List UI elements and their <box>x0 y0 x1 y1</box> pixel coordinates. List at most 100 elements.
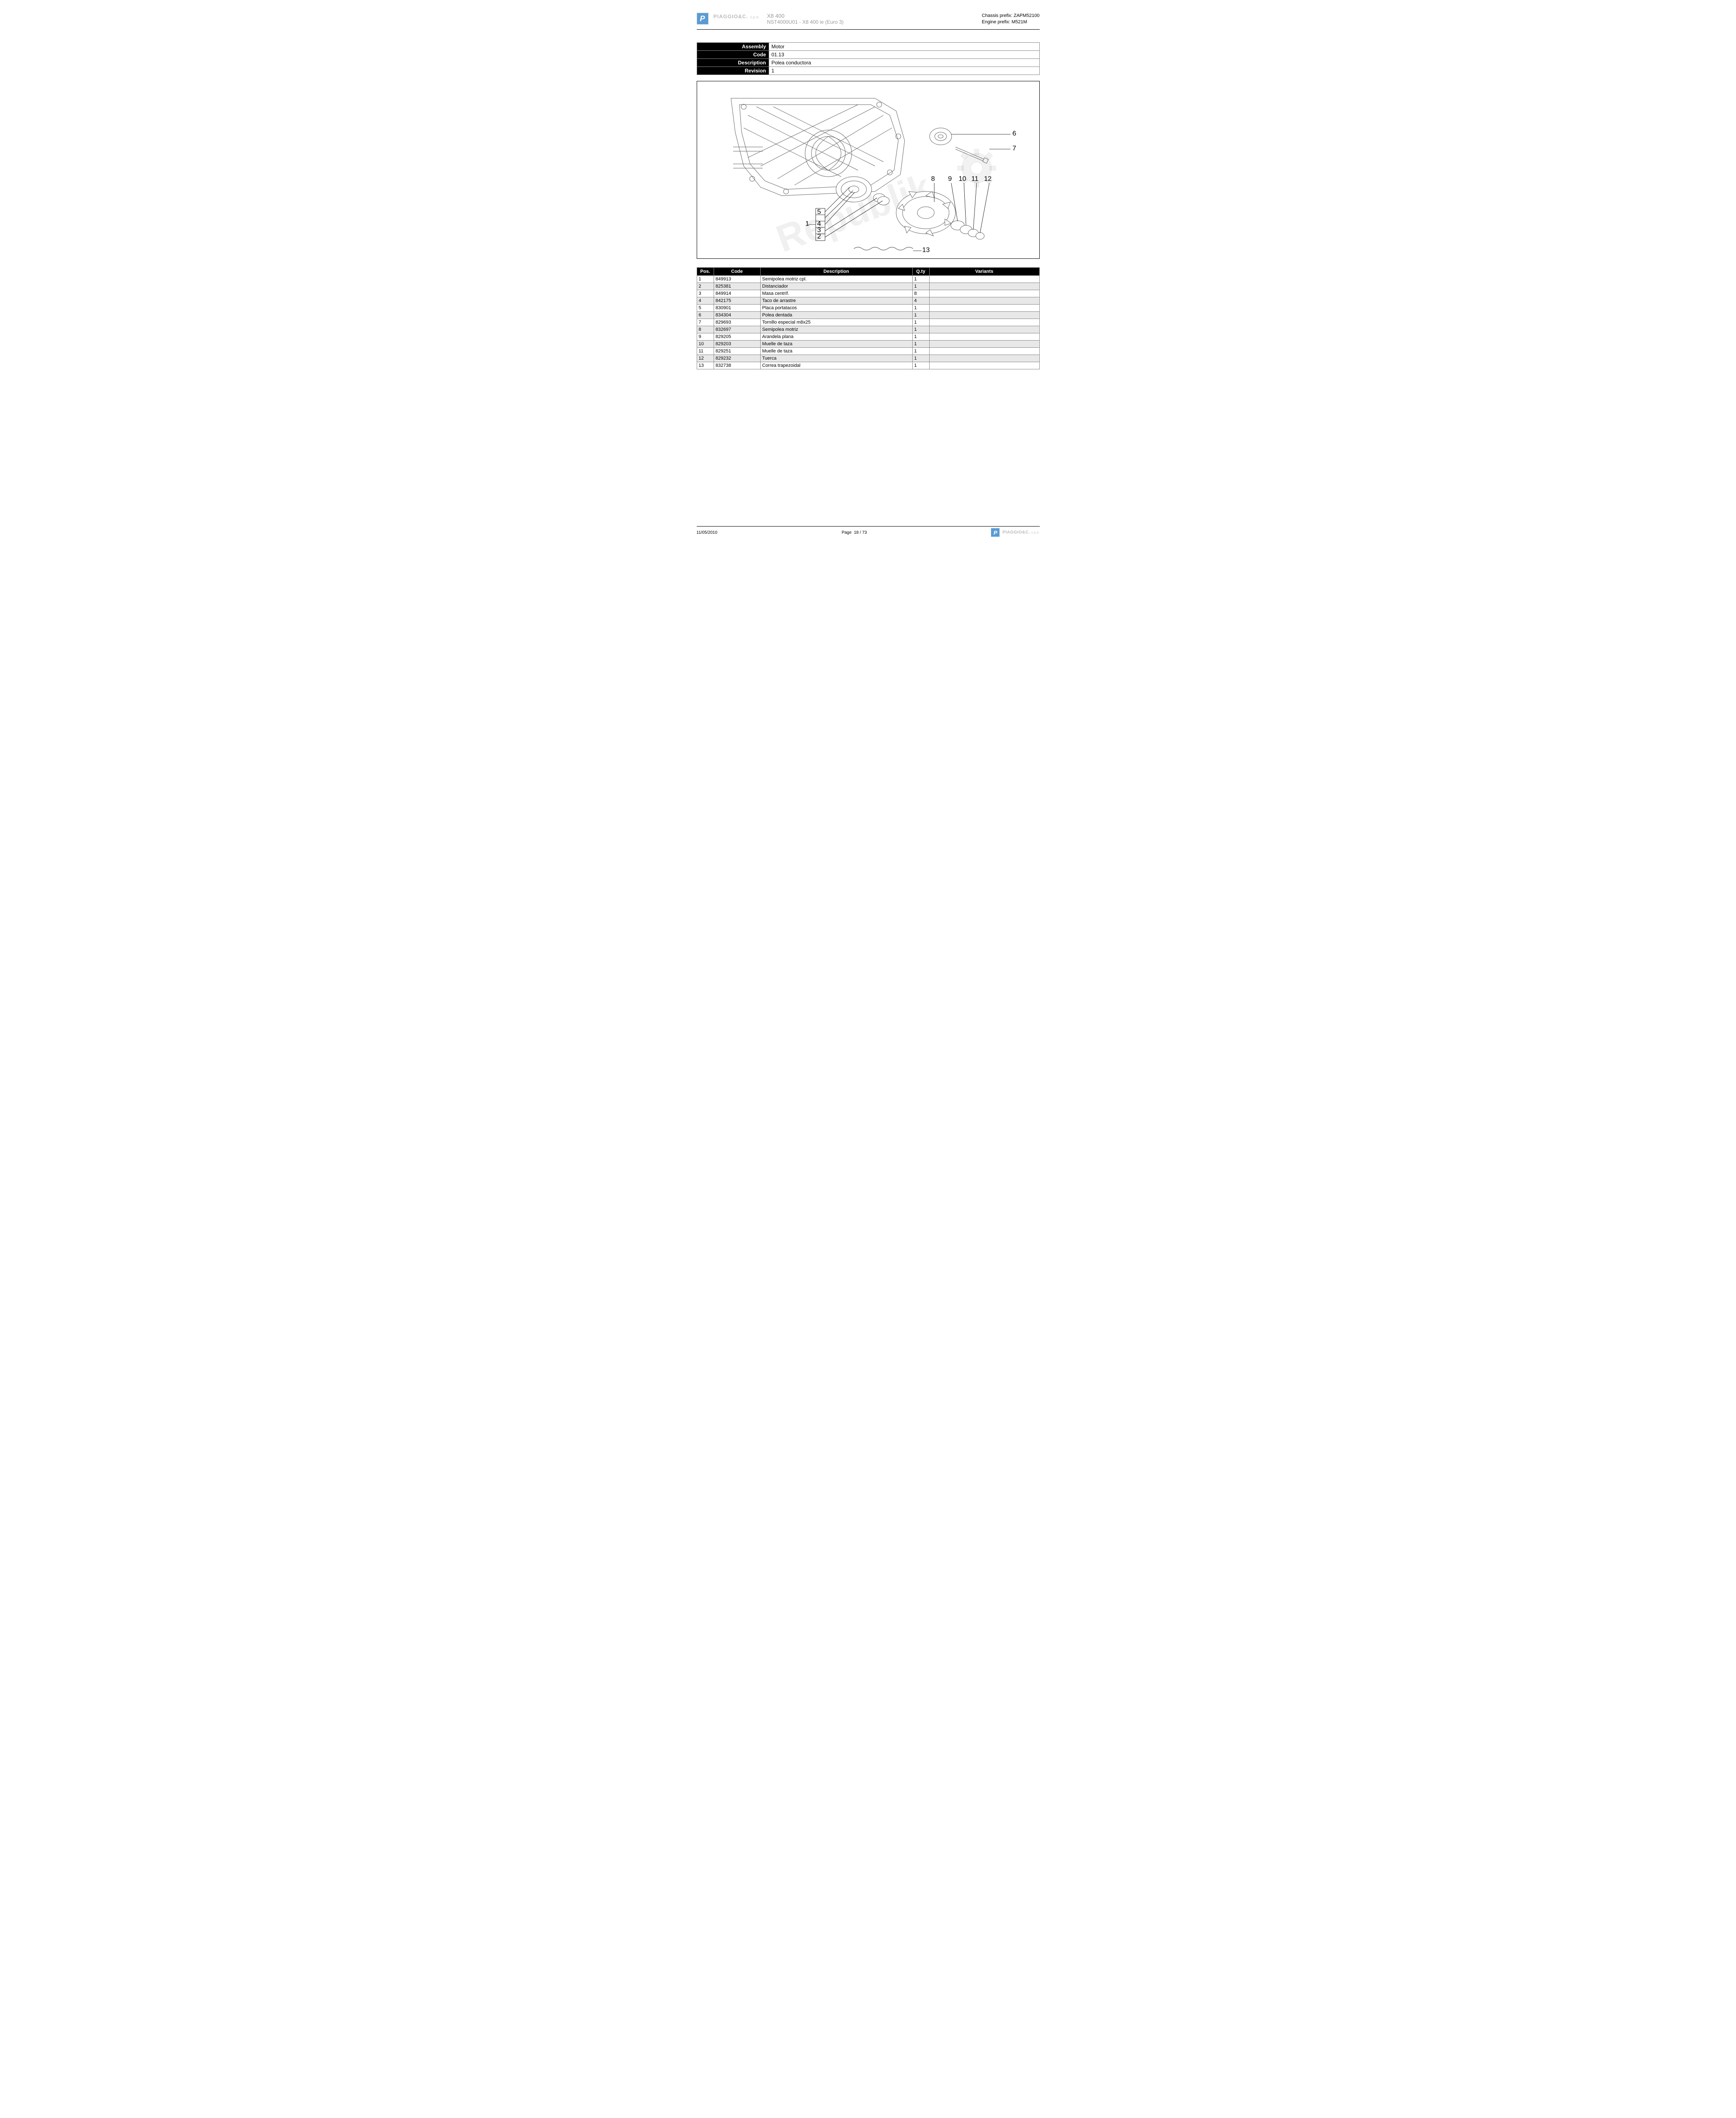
table-row: 13832738Correa trapezoidal1 <box>697 362 1039 369</box>
description-value: Polea conductora <box>769 58 1039 67</box>
cell-desc: Arandela plana <box>760 333 912 340</box>
cell-code: 829205 <box>714 333 760 340</box>
model-block: X8 400 NST4000U01 - X8 400 ie (Euro 3) <box>767 13 844 25</box>
cell-desc: Tuerca <box>760 355 912 362</box>
table-row: 7829693Tornillo especial m8x251 <box>697 319 1039 326</box>
cell-pos: 12 <box>697 355 714 362</box>
cell-code: 830901 <box>714 304 760 311</box>
cell-pos: 10 <box>697 340 714 347</box>
cell-desc: Muelle de taza <box>760 340 912 347</box>
table-row: 6834304Polea dentada1 <box>697 311 1039 319</box>
header-right: Chassis prefix: ZAPM52100 Engine prefix:… <box>982 13 1039 26</box>
info-row-revision: Revision 1 <box>697 67 1039 75</box>
cell-pos: 5 <box>697 304 714 311</box>
code-value: 01.13 <box>769 50 1039 58</box>
cell-code: 829693 <box>714 319 760 326</box>
cell-code: 829251 <box>714 347 760 355</box>
cell-qty: 8 <box>912 290 929 297</box>
footer-brand: PIAGGIO&C. <box>1002 530 1030 535</box>
header-desc: Description <box>760 267 912 275</box>
cell-var <box>929 333 1039 340</box>
footer-divider <box>697 526 1040 527</box>
cell-pos: 4 <box>697 297 714 304</box>
description-label: Description <box>697 58 769 67</box>
callout-6: 6 <box>1013 130 1016 138</box>
cell-var <box>929 347 1039 355</box>
cell-desc: Polea dentada <box>760 311 912 319</box>
cell-qty: 1 <box>912 283 929 290</box>
brand-name: PIAGGIO&C. <box>714 14 748 19</box>
callout-13: 13 <box>922 247 930 254</box>
cell-var <box>929 304 1039 311</box>
cell-desc: Semipolea motriz cpl. <box>760 275 912 283</box>
page-header: P PIAGGIO&C. s.p.a. X8 400 NST4000U01 - … <box>697 13 1040 26</box>
parts-body: 1849913Semipolea motriz cpl.12825381Dist… <box>697 275 1039 369</box>
table-row: 8832697Semipolea motriz1 <box>697 326 1039 333</box>
footer-brand-suffix: s.p.a. <box>1031 531 1040 535</box>
cell-desc: Distanciador <box>760 283 912 290</box>
cell-var <box>929 340 1039 347</box>
header-left: P PIAGGIO&C. s.p.a. X8 400 NST4000U01 - … <box>697 13 844 25</box>
cell-code: 834304 <box>714 311 760 319</box>
cell-var <box>929 362 1039 369</box>
page-footer: 11/05/2010 Page 18 / 73 P PIAGGIO&C. s.p… <box>697 526 1040 537</box>
table-row: 2825381Distanciador1 <box>697 283 1039 290</box>
cell-code: 832697 <box>714 326 760 333</box>
cell-desc: Taco de arrastre <box>760 297 912 304</box>
callout-11: 11 <box>972 175 979 183</box>
table-row: 5830901Placa portatacos1 <box>697 304 1039 311</box>
parts-header-row: Pos. Code Description Q.ty Variants <box>697 267 1039 275</box>
cell-desc: Placa portatacos <box>760 304 912 311</box>
footer-page: Page 18 / 73 <box>842 530 867 535</box>
cell-desc: Correa trapezoidal <box>760 362 912 369</box>
model-title: X8 400 <box>767 13 844 19</box>
table-row: 1849913Semipolea motriz cpl.1 <box>697 275 1039 283</box>
assembly-value: Motor <box>769 42 1039 50</box>
cell-var <box>929 290 1039 297</box>
cell-code: 825381 <box>714 283 760 290</box>
cell-qty: 1 <box>912 340 929 347</box>
engine-value: M521M <box>1011 19 1027 25</box>
cell-var <box>929 355 1039 362</box>
cell-pos: 3 <box>697 290 714 297</box>
cell-code: 842175 <box>714 297 760 304</box>
engine-label: Engine prefix: <box>982 19 1010 25</box>
cell-qty: 1 <box>912 311 929 319</box>
table-row: 3849914Masa centríf.8 <box>697 290 1039 297</box>
code-label: Code <box>697 50 769 58</box>
callout-1: 1 <box>806 220 809 228</box>
model-subtitle: NST4000U01 - X8 400 ie (Euro 3) <box>767 19 844 25</box>
cell-var <box>929 283 1039 290</box>
diagram-svg <box>697 81 1039 259</box>
header-var: Variants <box>929 267 1039 275</box>
footer-logo-icon: P <box>991 528 1000 537</box>
cell-qty: 1 <box>912 304 929 311</box>
cell-qty: 1 <box>912 319 929 326</box>
info-row-description: Description Polea conductora <box>697 58 1039 67</box>
assembly-label: Assembly <box>697 42 769 50</box>
header-code: Code <box>714 267 760 275</box>
cell-qty: 1 <box>912 362 929 369</box>
cell-desc: Muelle de taza <box>760 347 912 355</box>
cell-pos: 6 <box>697 311 714 319</box>
chassis-value: ZAPM52100 <box>1013 13 1039 18</box>
cell-var <box>929 311 1039 319</box>
cell-var <box>929 319 1039 326</box>
header-pos: Pos. <box>697 267 714 275</box>
revision-label: Revision <box>697 67 769 75</box>
cell-desc: Tornillo especial m8x25 <box>760 319 912 326</box>
assembly-info-table: Assembly Motor Code 01.13 Description Po… <box>697 42 1040 75</box>
cell-code: 849914 <box>714 290 760 297</box>
cell-qty: 1 <box>912 333 929 340</box>
cell-code: 849913 <box>714 275 760 283</box>
callout-5: 5 <box>817 208 821 216</box>
exploded-diagram: Republik <box>697 81 1040 259</box>
cell-qty: 4 <box>912 297 929 304</box>
cell-pos: 2 <box>697 283 714 290</box>
cell-desc: Masa centríf. <box>760 290 912 297</box>
cell-var <box>929 275 1039 283</box>
parts-table: Pos. Code Description Q.ty Variants 1849… <box>697 267 1040 369</box>
header-divider <box>697 29 1040 30</box>
cell-code: 829232 <box>714 355 760 362</box>
cell-qty: 1 <box>912 347 929 355</box>
